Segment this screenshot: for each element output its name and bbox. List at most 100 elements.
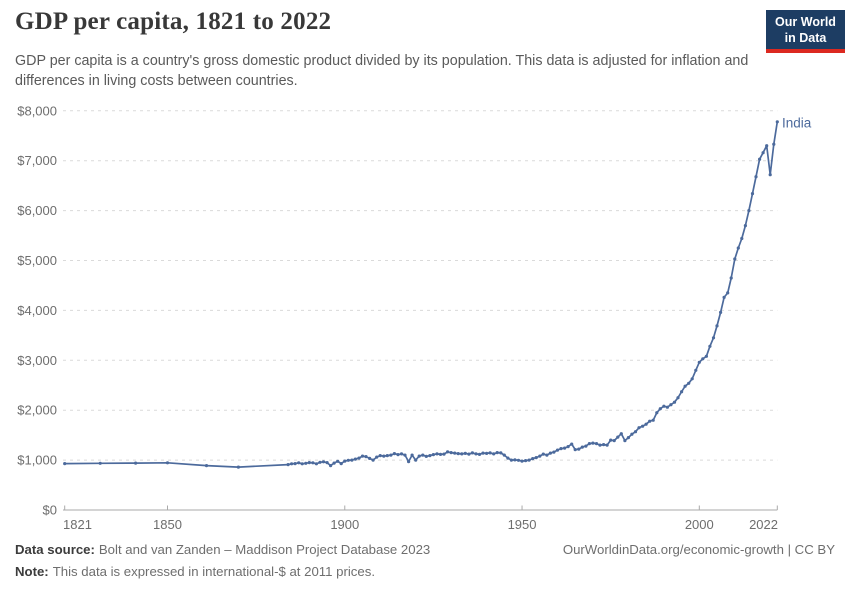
data-point[interactable] <box>293 462 297 466</box>
data-point[interactable] <box>747 209 751 213</box>
data-point[interactable] <box>304 461 308 465</box>
data-point[interactable] <box>485 451 489 455</box>
data-point[interactable] <box>658 407 662 411</box>
data-point[interactable] <box>750 192 755 196</box>
data-point[interactable] <box>428 454 432 458</box>
data-point[interactable] <box>555 448 560 452</box>
data-point[interactable] <box>626 436 631 440</box>
data-point[interactable] <box>236 465 240 469</box>
data-point[interactable] <box>602 443 606 447</box>
data-point[interactable] <box>492 452 496 456</box>
data-point[interactable] <box>410 453 414 457</box>
data-point[interactable] <box>421 453 425 457</box>
data-point[interactable] <box>343 459 347 463</box>
data-point[interactable] <box>431 453 435 457</box>
data-point[interactable] <box>314 462 318 466</box>
data-point[interactable] <box>329 464 333 468</box>
footer-link[interactable]: OurWorldinData.org/economic-growth | CC … <box>562 542 835 557</box>
data-point[interactable] <box>453 451 457 455</box>
data-point[interactable] <box>467 452 471 456</box>
data-point[interactable] <box>733 257 737 261</box>
data-point[interactable] <box>385 454 389 458</box>
data-point[interactable] <box>711 336 716 340</box>
data-point[interactable] <box>417 454 421 458</box>
data-point[interactable] <box>552 450 556 454</box>
data-point[interactable] <box>368 456 372 460</box>
data-point[interactable] <box>449 451 453 455</box>
data-point[interactable] <box>580 445 584 449</box>
data-point[interactable] <box>687 381 691 385</box>
data-point[interactable] <box>502 453 506 457</box>
data-point[interactable] <box>460 452 464 456</box>
data-point[interactable] <box>655 411 659 415</box>
data-point[interactable] <box>442 452 446 456</box>
data-point[interactable] <box>396 453 400 457</box>
data-point[interactable] <box>463 451 467 455</box>
data-point[interactable] <box>311 461 315 465</box>
data-point[interactable] <box>563 446 567 450</box>
data-point[interactable] <box>513 458 517 462</box>
data-point[interactable] <box>669 403 673 407</box>
data-point[interactable] <box>300 462 304 466</box>
data-point[interactable] <box>630 432 634 436</box>
data-point[interactable] <box>495 451 499 455</box>
data-point[interactable] <box>761 151 765 155</box>
data-point[interactable] <box>297 461 301 465</box>
data-point[interactable] <box>758 157 762 161</box>
data-point[interactable] <box>534 456 538 460</box>
data-point[interactable] <box>456 452 460 456</box>
data-point[interactable] <box>321 460 326 464</box>
data-point[interactable] <box>346 458 350 462</box>
data-point[interactable] <box>98 461 102 465</box>
data-point[interactable] <box>339 462 343 466</box>
data-point[interactable] <box>392 452 396 456</box>
data-point[interactable] <box>662 404 666 408</box>
data-point[interactable] <box>772 142 776 146</box>
data-point[interactable] <box>570 442 574 446</box>
data-point[interactable] <box>481 451 485 455</box>
data-point[interactable] <box>708 344 712 348</box>
data-point[interactable] <box>307 461 311 465</box>
series-end-label[interactable]: India <box>782 115 812 130</box>
data-point[interactable] <box>672 400 677 404</box>
data-point[interactable] <box>350 458 354 462</box>
data-point[interactable] <box>566 445 570 449</box>
data-point[interactable] <box>499 451 503 455</box>
data-point[interactable] <box>775 120 779 124</box>
data-point[interactable] <box>364 455 368 459</box>
data-point[interactable] <box>541 452 545 456</box>
data-point[interactable] <box>676 396 680 400</box>
data-point[interactable] <box>726 291 730 295</box>
data-point[interactable] <box>336 459 340 463</box>
data-point[interactable] <box>598 443 602 447</box>
data-point[interactable] <box>697 360 701 364</box>
data-point[interactable] <box>527 458 531 462</box>
data-point[interactable] <box>651 418 655 422</box>
data-point[interactable] <box>509 458 513 462</box>
data-point[interactable] <box>612 439 616 443</box>
data-point[interactable] <box>204 464 209 468</box>
data-point[interactable] <box>694 368 698 372</box>
data-point[interactable] <box>619 432 623 436</box>
data-point[interactable] <box>382 454 386 458</box>
owid-logo[interactable]: Our World in Data <box>766 10 845 53</box>
data-point[interactable] <box>438 452 443 456</box>
data-point[interactable] <box>704 354 709 358</box>
data-point[interactable] <box>648 419 652 423</box>
data-point[interactable] <box>637 426 641 430</box>
data-point[interactable] <box>616 435 620 439</box>
india-line[interactable] <box>63 120 779 468</box>
data-point[interactable] <box>605 443 609 447</box>
data-point[interactable] <box>389 453 393 457</box>
data-point[interactable] <box>134 461 138 465</box>
data-point[interactable] <box>548 451 553 455</box>
data-point[interactable] <box>587 442 592 446</box>
data-point[interactable] <box>740 236 744 241</box>
data-point[interactable] <box>375 455 379 459</box>
data-point[interactable] <box>63 462 67 466</box>
data-point[interactable] <box>683 384 687 388</box>
data-point[interactable] <box>559 447 563 451</box>
data-point[interactable] <box>165 461 170 465</box>
data-point[interactable] <box>729 276 733 280</box>
data-point[interactable] <box>538 454 542 458</box>
